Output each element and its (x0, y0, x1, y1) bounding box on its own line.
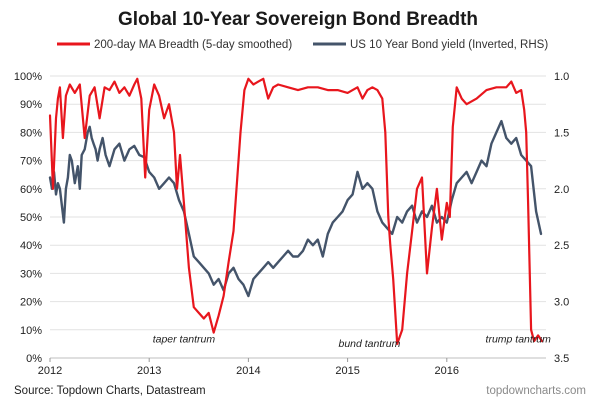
right-axis-ticks: 1.0 1.5 2.0 2.5 3.0 3.5 (554, 71, 569, 365)
left-tick-label: 80% (20, 127, 42, 139)
series-line-yield (48, 119, 543, 298)
legend-label-breadth: 200-day MA Breadth (5-day smoothed) (94, 39, 292, 51)
x-axis-ticks: 2012 2013 2014 2015 2016 (38, 357, 546, 377)
left-tick-label: 70% (20, 156, 42, 168)
left-tick-label: 20% (20, 297, 42, 309)
right-tick-label: 2.0 (554, 184, 569, 196)
right-tick-label: 1.5 (554, 127, 569, 139)
legend-label-yield: US 10 Year Bond yield (Inverted, RHS) (350, 39, 548, 51)
series-line-breadth (48, 77, 544, 345)
source-note: Source: Topdown Charts, Datastream (14, 385, 206, 397)
left-tick-label: 40% (20, 240, 42, 252)
annotation-label: bund tantrum (338, 338, 400, 350)
annotation-label: trump tantrum (486, 334, 552, 346)
right-tick-label: 3.0 (554, 297, 569, 309)
x-tick-label: 2012 (38, 365, 62, 377)
right-tick-label: 1.0 (554, 71, 569, 83)
left-tick-label: 30% (20, 268, 42, 280)
left-axis-ticks: 100% 90% 80% 70% 60% 50% 40% 30% 20% 10% 0% (14, 71, 42, 365)
left-tick-label: 100% (14, 71, 42, 83)
x-tick-label: 2014 (236, 365, 260, 377)
right-tick-label: 2.5 (554, 240, 569, 252)
left-tick-label: 0% (26, 353, 42, 365)
legend: 200-day MA Breadth (5-day smoothed) US 1… (57, 39, 548, 51)
x-tick-label: 2015 (335, 365, 359, 377)
x-tick-label: 2016 (435, 365, 459, 377)
brand-watermark: topdowncharts.com (486, 385, 586, 397)
gridlines (50, 75, 546, 359)
x-tick-label: 2013 (137, 365, 161, 377)
annotation-label: taper tantrum (153, 334, 216, 346)
chart-title: Global 10-Year Sovereign Bond Breadth (118, 9, 478, 30)
left-tick-label: 50% (20, 212, 42, 224)
annotations: taper tantrum bund tantrum trump tantrum (153, 334, 551, 350)
series-layer (48, 77, 544, 345)
right-tick-label: 3.5 (554, 353, 569, 365)
left-tick-label: 90% (20, 99, 42, 111)
left-tick-label: 10% (20, 325, 42, 337)
left-tick-label: 60% (20, 184, 42, 196)
